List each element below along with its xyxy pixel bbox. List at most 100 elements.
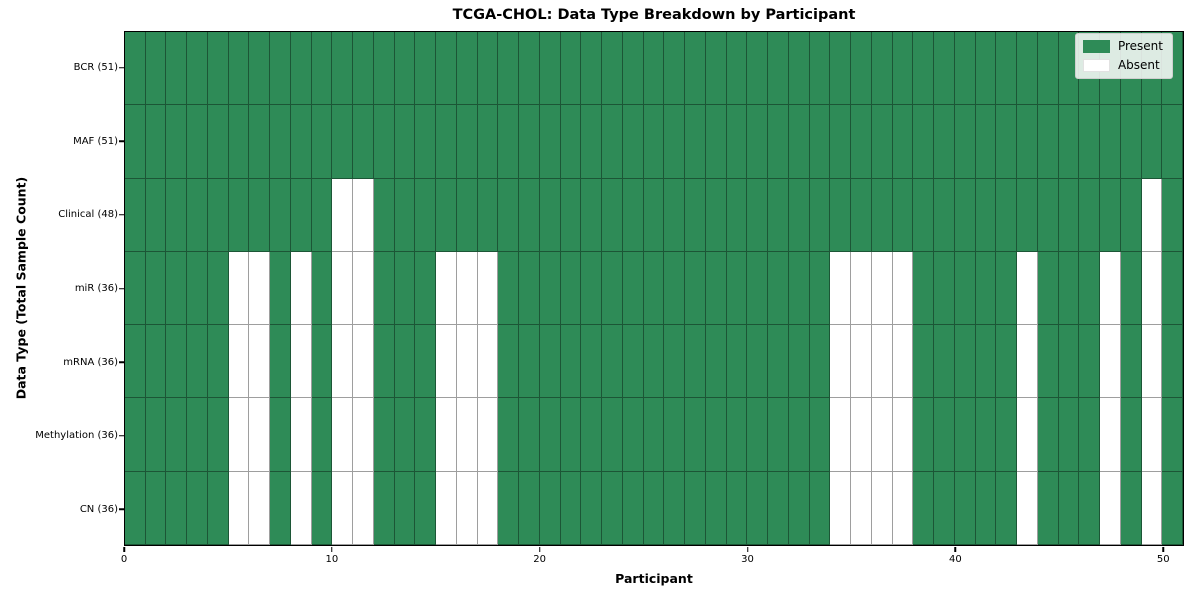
cell-methylation-5: [228, 398, 250, 472]
cell-clinical-40: [954, 178, 976, 252]
cell-methylation-31: [768, 398, 789, 472]
cell-methylation-13: [394, 398, 416, 472]
cell-cn-13: [394, 471, 416, 545]
y-tick-mark: [119, 287, 124, 290]
cell-mrna-35: [851, 325, 872, 399]
cell-mrna-43: [1017, 325, 1038, 399]
cell-bcr-33: [809, 32, 831, 106]
cell-methylation-4: [207, 398, 229, 472]
y-tick-methylation: Methylation (36): [0, 399, 124, 473]
cell-bcr-22: [581, 32, 603, 106]
y-tick-cn: CN (36): [0, 472, 124, 546]
cell-bcr-20: [539, 32, 561, 106]
cell-mrna-34: [830, 325, 852, 399]
cell-mir-9: [311, 251, 333, 326]
cell-maf-41: [975, 105, 997, 179]
cell-mir-36: [871, 251, 893, 326]
cell-maf-6: [249, 105, 271, 179]
cell-clinical-21: [560, 178, 582, 252]
y-tick-label: CN (36): [79, 503, 118, 515]
cell-methylation-19: [519, 398, 540, 472]
x-tick-label: 50: [1156, 554, 1170, 565]
cell-maf-17: [477, 105, 499, 179]
cell-cn-4: [207, 471, 229, 545]
cell-cn-30: [747, 471, 769, 545]
cell-clinical-35: [851, 178, 872, 252]
cell-mir-49: [1141, 251, 1163, 326]
cell-methylation-25: [643, 398, 665, 472]
y-tick-bcr: BCR (51): [0, 31, 124, 105]
cell-mrna-21: [560, 325, 582, 399]
cell-mrna-50: [1162, 325, 1183, 399]
cell-mir-28: [705, 251, 727, 326]
cell-bcr-30: [747, 32, 769, 106]
cell-mir-17: [477, 251, 499, 326]
cell-mrna-28: [705, 325, 727, 399]
cell-mrna-25: [643, 325, 665, 399]
legend-swatch-absent: [1082, 59, 1110, 72]
cell-bcr-15: [436, 32, 457, 106]
x-tick-label: 40: [948, 554, 962, 565]
y-tick-mark: [119, 508, 124, 510]
cell-bcr-10: [332, 32, 354, 106]
cell-clinical-3: [187, 178, 208, 252]
cell-clinical-22: [581, 178, 603, 252]
cell-mrna-22: [581, 325, 603, 399]
cell-cn-0: [125, 471, 146, 545]
cell-mrna-48: [1120, 325, 1142, 399]
cell-methylation-15: [436, 398, 457, 472]
cell-mrna-9: [311, 325, 333, 399]
cell-clinical-41: [975, 178, 997, 252]
cell-bcr-25: [643, 32, 665, 106]
cell-bcr-24: [622, 32, 644, 106]
cell-bcr-4: [207, 32, 229, 106]
cell-mir-37: [892, 251, 914, 326]
cell-maf-4: [207, 105, 229, 179]
cell-mir-50: [1162, 251, 1183, 326]
cell-methylation-16: [456, 398, 478, 472]
cell-mir-32: [788, 251, 810, 326]
cell-bcr-28: [705, 32, 727, 106]
y-tick-label: Clinical (48): [58, 209, 118, 221]
cell-clinical-42: [996, 178, 1018, 252]
cell-mrna-45: [1058, 325, 1080, 399]
cell-cn-26: [664, 471, 686, 545]
cell-mrna-2: [166, 325, 188, 399]
cell-clinical-6: [249, 178, 271, 252]
cell-mir-20: [539, 251, 561, 326]
cell-maf-24: [622, 105, 644, 179]
cell-mir-27: [685, 251, 706, 326]
cell-cn-40: [954, 471, 976, 545]
cell-clinical-39: [934, 178, 955, 252]
cell-clinical-46: [1079, 178, 1101, 252]
cell-mrna-40: [954, 325, 976, 399]
cell-clinical-49: [1141, 178, 1163, 252]
cell-bcr-9: [311, 32, 333, 106]
cell-mrna-26: [664, 325, 686, 399]
cell-mir-22: [581, 251, 603, 326]
cell-bcr-5: [228, 32, 250, 106]
legend-label: Absent: [1117, 58, 1160, 72]
cell-cn-32: [788, 471, 810, 545]
cell-cn-42: [996, 471, 1018, 545]
cell-methylation-49: [1141, 398, 1163, 472]
cell-cn-29: [726, 471, 748, 545]
cell-maf-25: [643, 105, 665, 179]
cell-mrna-49: [1141, 325, 1163, 399]
cell-mir-47: [1100, 251, 1121, 326]
y-tick-label: MAF (51): [73, 135, 118, 147]
cell-mir-23: [602, 251, 623, 326]
cell-clinical-14: [415, 178, 437, 252]
cell-maf-20: [539, 105, 561, 179]
cell-methylation-3: [187, 398, 208, 472]
cell-cn-34: [830, 471, 852, 545]
x-axis-ticks: 0 10 20 30 40 50: [121, 546, 1184, 568]
cell-mir-24: [622, 251, 644, 326]
cell-maf-30: [747, 105, 769, 179]
cell-maf-0: [125, 105, 146, 179]
cell-mrna-27: [685, 325, 706, 399]
cell-methylation-42: [996, 398, 1018, 472]
cell-clinical-45: [1058, 178, 1080, 252]
legend-item-present: Present: [1082, 40, 1163, 53]
y-axis-ticks: BCR (51) MAF (51) Clinical (48) miR (36) mRN…: [0, 31, 124, 546]
